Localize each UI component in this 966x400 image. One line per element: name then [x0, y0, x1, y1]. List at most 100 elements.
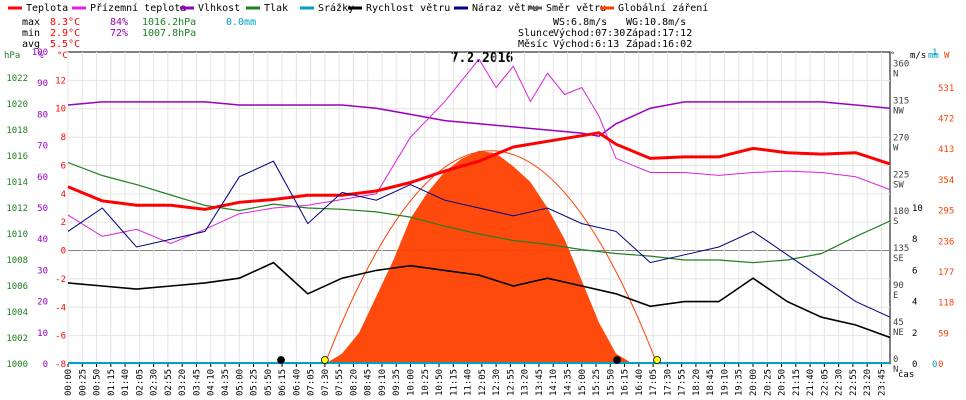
marker-sunset: [654, 357, 661, 364]
x-tick-label: 04:35: [221, 369, 231, 396]
radiation-tick: 236: [938, 237, 954, 247]
direction-tick: 180: [893, 207, 909, 217]
pressure-axis-label: hPa: [4, 51, 20, 61]
marker-moonset: [614, 357, 621, 364]
radiation-tick: 472: [938, 115, 954, 125]
x-tick-label: 19:35: [735, 369, 745, 396]
x-tick-label: 03:20: [178, 369, 188, 396]
x-tick-label: 12:05: [478, 369, 488, 396]
x-tick-label: 02:55: [164, 369, 174, 396]
humidity-tick: 20: [37, 298, 48, 308]
stat-min-press: 1007.8hPa: [142, 28, 196, 39]
marker-moonrise: [278, 357, 285, 364]
x-tick-label: 07:30: [321, 369, 331, 396]
stat-min-hum: 72%: [110, 28, 128, 39]
x-tick-label: 16:40: [635, 369, 645, 396]
wind-stat-ws: WS:6.8m/s: [553, 17, 607, 28]
radiation-tick: 118: [938, 299, 954, 309]
x-tick-label: 14:10: [549, 369, 559, 396]
direction-tick: 360: [893, 59, 909, 69]
humidity-tick: 60: [37, 173, 48, 183]
x-tick-label: 06:15: [278, 369, 288, 396]
x-tick-label: 20:25: [763, 369, 773, 396]
x-axis-label: čas: [898, 369, 914, 380]
temperature-tick: -6: [55, 332, 66, 342]
sun-rise: Východ:07:30: [553, 27, 625, 39]
x-tick-label: 22:30: [835, 369, 845, 396]
radiation-axis-label: W: [944, 51, 950, 61]
humidity-tick: 0: [43, 360, 48, 370]
direction-tick: 315: [893, 96, 909, 106]
x-tick-label: 15:25: [592, 369, 602, 396]
legend-label: Vlhkost: [198, 3, 240, 14]
direction-tick: 135: [893, 244, 909, 254]
wind-tick: 2: [912, 329, 917, 339]
x-tick-label: 13:20: [521, 369, 531, 396]
pressure-tick: 1010: [6, 230, 28, 240]
stat-avg-temp: 5.5°C: [50, 39, 80, 50]
x-tick-label: 22:55: [849, 369, 859, 396]
humidity-tick: 50: [37, 204, 48, 214]
pressure-tick: 1022: [6, 74, 28, 84]
temperature-tick: -2: [55, 275, 66, 285]
x-tick-label: 10:50: [435, 369, 445, 396]
radiation-tick: 531: [938, 84, 954, 94]
humidity-tick: 80: [37, 110, 48, 120]
x-tick-label: 00:25: [78, 369, 88, 396]
radiation-tick: 0: [938, 360, 943, 370]
legend-label: Rychlost větru: [366, 2, 450, 14]
radiation-tick: 295: [938, 207, 954, 217]
x-tick-label: 21:15: [792, 369, 802, 396]
x-tick-label: 02:05: [135, 369, 145, 396]
pressure-tick: 1004: [6, 308, 28, 318]
legend-label: Směr větru: [546, 2, 606, 14]
direction-tick-compass: W: [893, 143, 899, 153]
moon-set: Západ:16:02: [626, 38, 692, 50]
x-tick-label: 01:15: [107, 369, 117, 396]
x-tick-label: 19:10: [720, 369, 730, 396]
temperature-tick: 2: [61, 218, 66, 228]
x-tick-label: 05:50: [264, 369, 274, 396]
direction-tick: 225: [893, 170, 909, 180]
x-tick-label: 20:50: [778, 369, 788, 396]
temperature-tick: 0: [61, 247, 66, 257]
wind-stat-wg: WG:10.8m/s: [626, 17, 686, 28]
wind-tick: 4: [912, 298, 917, 308]
direction-tick: 270: [893, 133, 909, 143]
temperature-tick: 6: [61, 161, 66, 171]
stat-max-hum: 84%: [110, 17, 128, 28]
humidity-tick: 100: [32, 48, 48, 58]
x-tick-label: 00:50: [93, 369, 103, 396]
weather-chart: Teplota Přízemní teplota Vlhkost Tlak Srážky…: [0, 0, 966, 400]
stat-min-label: min: [22, 28, 40, 39]
sun-set: Západ:17:12: [626, 27, 692, 39]
direction-tick-compass: S: [893, 217, 898, 227]
x-tick-label: 10:00: [407, 369, 417, 396]
legend-label: Tlak: [264, 3, 288, 14]
x-tick-label: 12:30: [492, 369, 502, 396]
x-tick-label: 11:40: [464, 369, 474, 396]
direction-tick-compass: SW: [893, 180, 904, 190]
moon-rise: Východ:6:13: [553, 38, 619, 50]
wind-tick: 10: [912, 204, 923, 214]
x-tick-label: 16:15: [621, 369, 631, 396]
x-tick-label: 22:05: [820, 369, 830, 396]
stat-max-label: max: [22, 17, 40, 28]
direction-tick: 90: [893, 281, 904, 291]
x-tick-label: 18:20: [692, 369, 702, 396]
temperature-tick: -4: [55, 303, 66, 313]
x-tick-label: 05:25: [250, 369, 260, 396]
marker-sunrise: [321, 357, 328, 364]
direction-tick-compass: N: [893, 365, 898, 375]
pressure-tick: 1012: [6, 204, 28, 214]
direction-tick-compass: NW: [893, 106, 904, 116]
temperature-axis-label: °C: [57, 51, 68, 61]
stat-min-temp: 2.9°C: [50, 28, 80, 39]
legend-label: Globální záření: [618, 2, 708, 14]
humidity-tick: 70: [37, 142, 48, 152]
pressure-tick: 1014: [6, 178, 28, 188]
direction-tick: 0: [893, 355, 898, 365]
x-tick-label: 08:45: [364, 369, 374, 396]
humidity-tick: 10: [37, 329, 48, 339]
x-tick-label: 07:05: [307, 369, 317, 396]
